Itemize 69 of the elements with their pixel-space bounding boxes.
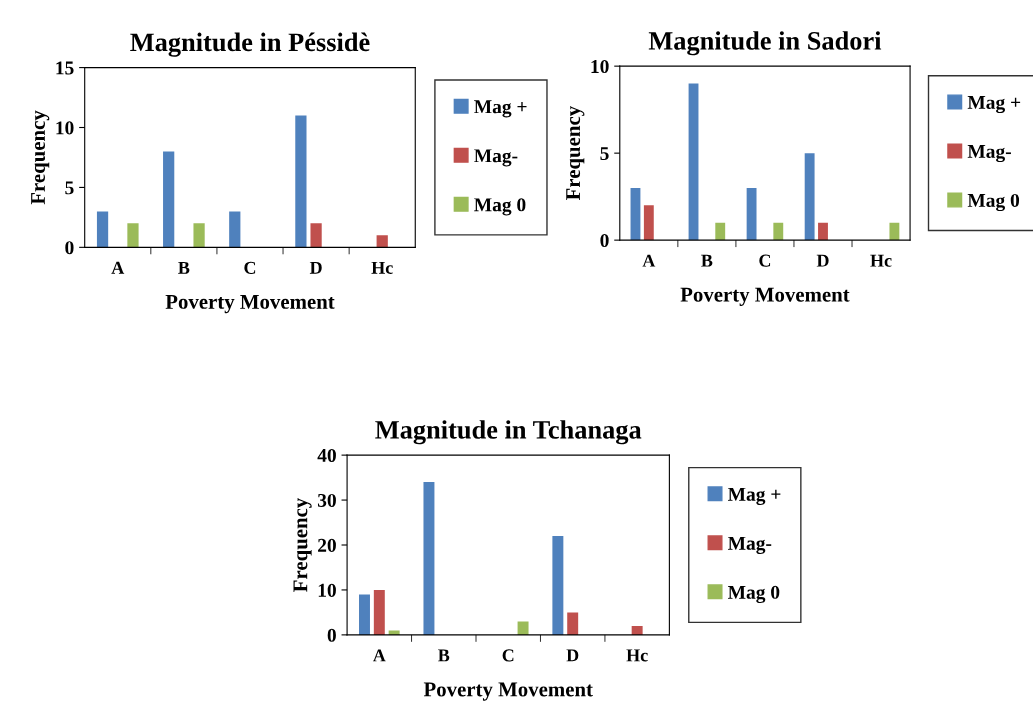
y-tick-label: 30 bbox=[317, 493, 336, 507]
y-tick-label: 5 bbox=[65, 181, 74, 195]
bar bbox=[746, 187, 757, 241]
x-tick-label: D bbox=[816, 254, 829, 267]
x-axis-title: Poverty Movement bbox=[165, 295, 335, 314]
legend-label: Mag + bbox=[728, 487, 781, 505]
x-tick-label: Hc bbox=[626, 649, 648, 662]
x-tick-label: A bbox=[111, 261, 125, 274]
bar bbox=[688, 83, 699, 241]
y-tick-label: 5 bbox=[600, 147, 609, 161]
y-tick-label: 0 bbox=[600, 233, 609, 248]
bar bbox=[643, 205, 654, 241]
x-tick-label: A bbox=[642, 254, 656, 267]
y-tick-label: 0 bbox=[65, 241, 74, 255]
x-tick-label: C bbox=[759, 254, 771, 267]
x-tick-label: D bbox=[566, 649, 579, 662]
chart-title: Magnitude in Péssidè bbox=[130, 32, 370, 57]
bar bbox=[517, 621, 529, 635]
y-tick-label: 40 bbox=[317, 448, 336, 463]
legend-label: Mag- bbox=[474, 149, 518, 167]
legend-label: Mag + bbox=[967, 96, 1021, 114]
x-axis-title: Poverty Movement bbox=[423, 682, 593, 701]
bar bbox=[388, 630, 400, 635]
bar bbox=[631, 625, 643, 635]
y-tick-label: 20 bbox=[318, 538, 336, 552]
bar bbox=[889, 222, 900, 241]
x-tick-label: Hc bbox=[371, 261, 393, 274]
y-axis-title: Frequency bbox=[293, 497, 312, 592]
y-axis-title: Frequency bbox=[31, 110, 50, 205]
x-axis-title: Poverty Movement bbox=[680, 287, 850, 306]
bar bbox=[193, 223, 205, 248]
bar bbox=[773, 222, 784, 241]
y-tick-label: 15 bbox=[56, 61, 74, 75]
bar bbox=[229, 211, 241, 248]
legend-label: Mag- bbox=[728, 536, 772, 554]
y-tick-label: 10 bbox=[591, 59, 609, 74]
bar bbox=[310, 223, 322, 248]
x-tick-label: D bbox=[309, 261, 322, 274]
bar bbox=[376, 235, 388, 248]
y-tick-label: 0 bbox=[327, 628, 336, 642]
bar bbox=[715, 222, 726, 241]
x-tick-label: C bbox=[502, 649, 514, 662]
legend-label: Mag 0 bbox=[728, 585, 780, 603]
legend-label: Mag 0 bbox=[967, 193, 1020, 212]
y-tick-label: 10 bbox=[56, 121, 74, 135]
bar bbox=[373, 589, 385, 635]
bar bbox=[552, 536, 564, 635]
chart-title: Magnitude in Sadori bbox=[648, 31, 882, 56]
x-tick-label: C bbox=[244, 261, 256, 274]
bar bbox=[359, 594, 370, 635]
bar bbox=[423, 482, 435, 635]
y-axis-title: Frequency bbox=[566, 106, 585, 201]
y-tick-label: 10 bbox=[318, 583, 336, 597]
bar bbox=[804, 153, 815, 241]
legend-label: Mag 0 bbox=[474, 198, 526, 216]
bar bbox=[96, 211, 109, 248]
legend-label: Mag + bbox=[474, 100, 527, 118]
x-tick-label: B bbox=[178, 261, 190, 274]
bar bbox=[818, 222, 828, 241]
bar bbox=[295, 115, 307, 248]
bar bbox=[163, 151, 175, 248]
bar bbox=[127, 223, 139, 248]
chart-title: Magnitude in Tchanaga bbox=[375, 420, 642, 445]
legend-label: Mag- bbox=[967, 145, 1011, 163]
x-tick-label: B bbox=[438, 649, 450, 662]
bar bbox=[567, 612, 579, 635]
x-tick-label: B bbox=[701, 254, 713, 267]
x-tick-label: A bbox=[372, 649, 386, 662]
x-tick-label: Hc bbox=[870, 254, 892, 267]
